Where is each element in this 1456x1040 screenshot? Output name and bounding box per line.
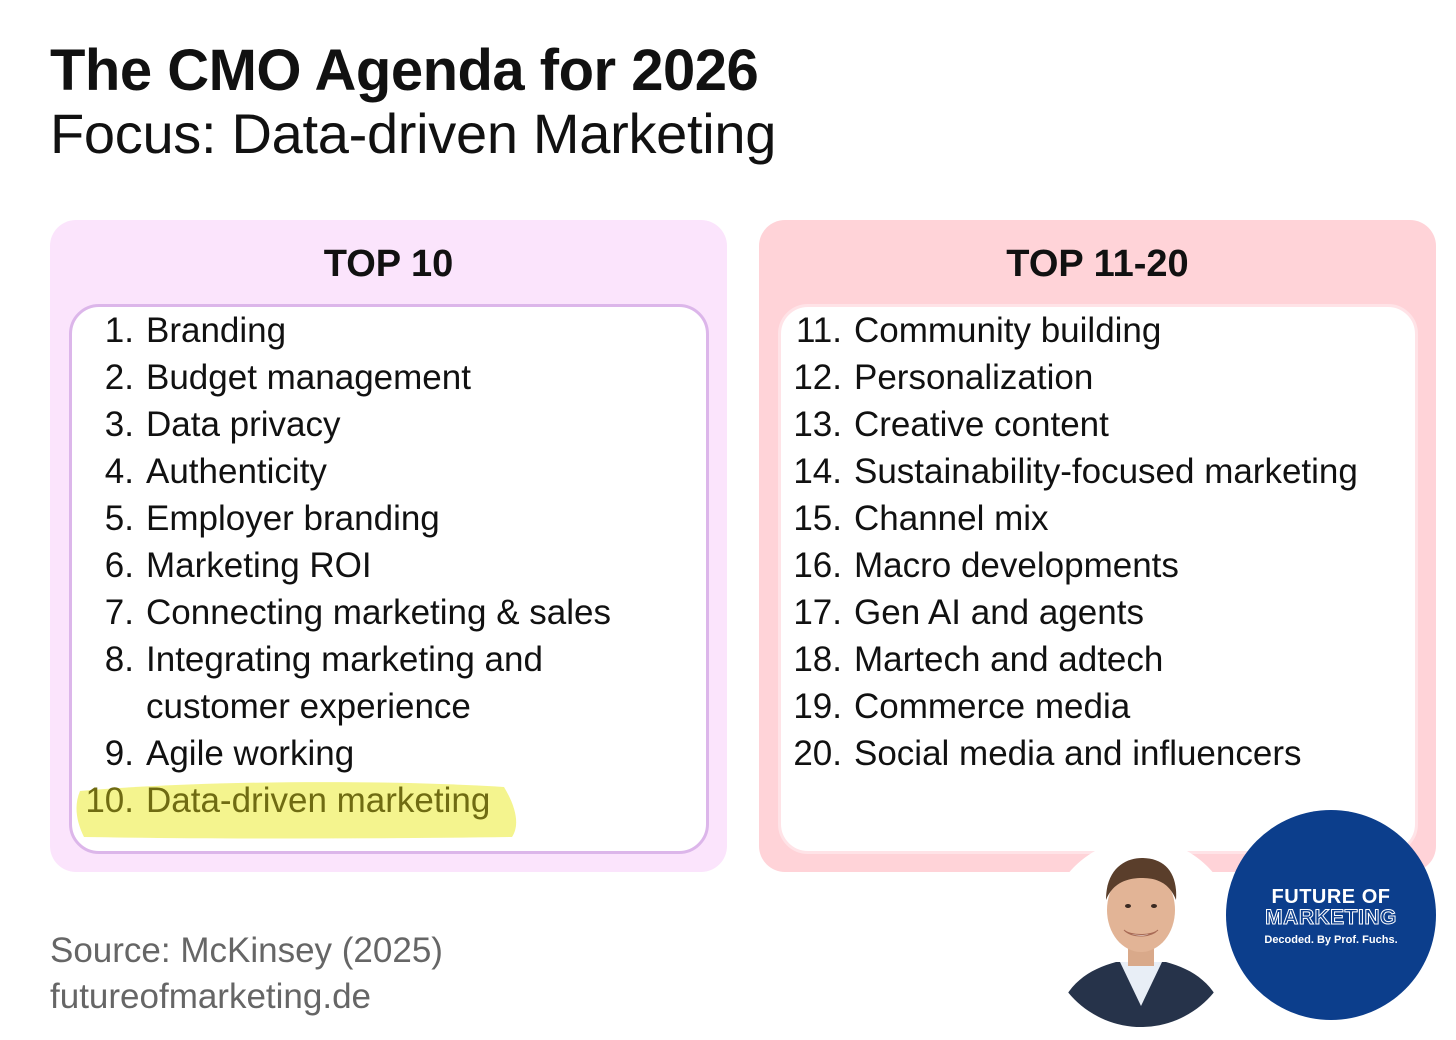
list-item: 13. Creative content: [793, 405, 1109, 444]
list-item: 12. Personalization: [793, 358, 1094, 397]
logo-tagline: Decoded. By Prof. Fuchs.: [1264, 934, 1398, 946]
top10-list-box: [69, 304, 709, 854]
site-url: futureofmarketing.de: [50, 977, 372, 1016]
logo-line-1: FUTURE OF: [1271, 886, 1391, 908]
list-item: 14. Sustainability-focused marketing: [793, 452, 1358, 491]
person-portrait-icon: [1047, 839, 1235, 1027]
top10-heading: TOP 10: [323, 243, 454, 285]
list-item: 20. Social media and influencers: [793, 734, 1302, 773]
list-item: 5. Employer branding: [104, 499, 440, 538]
list-item: 17. Gen AI and agents: [793, 593, 1144, 632]
source-citation: Source: McKinsey (2025) futureofmarketin…: [50, 928, 443, 1020]
list-item: 19. Commerce media: [793, 687, 1131, 726]
top10-list: 1. Branding 2. Budget management 3. Data pr…: [78, 307, 703, 824]
list-item: 6. Marketing ROI: [104, 546, 372, 585]
future-of-marketing-logo: FUTURE OF MARKETING Decoded. By Prof. Fu…: [1226, 810, 1436, 1020]
list-item: 15. Channel mix: [793, 499, 1049, 538]
list-item: 18. Martech and adtech: [793, 640, 1164, 679]
list-item: 1. Branding: [104, 311, 287, 350]
top11-20-heading: TOP 11-20: [1006, 243, 1189, 285]
logo-line-2: MARKETING: [1265, 906, 1397, 930]
list-item: 16. Macro developments: [793, 546, 1179, 585]
list-item-highlighted: 10. Data-driven marketing: [85, 781, 491, 820]
list-item: 9. Agile working: [104, 734, 355, 773]
list-item: 2. Budget management: [104, 358, 471, 397]
list-item: 4. Authenticity: [104, 452, 327, 491]
list-item: 7. Connecting marketing & sales: [104, 593, 611, 632]
list-item: 11. Community building: [795, 311, 1162, 350]
top11-20-list-box: [778, 304, 1418, 854]
source-text: Source: McKinsey (2025): [50, 931, 443, 970]
top11-20-list: 11. Community building 12. Personalization…: [786, 307, 1436, 777]
list-item: 3. Data privacy: [104, 405, 341, 444]
avatar: [1046, 838, 1236, 1028]
page-subtitle: Focus: Data-driven Marketing: [50, 102, 777, 165]
highlight-marker: [76, 782, 517, 839]
list-item: 8. Integrating marketing and customer exp…: [104, 640, 543, 726]
page-title: The CMO Agenda for 2026: [50, 38, 759, 103]
